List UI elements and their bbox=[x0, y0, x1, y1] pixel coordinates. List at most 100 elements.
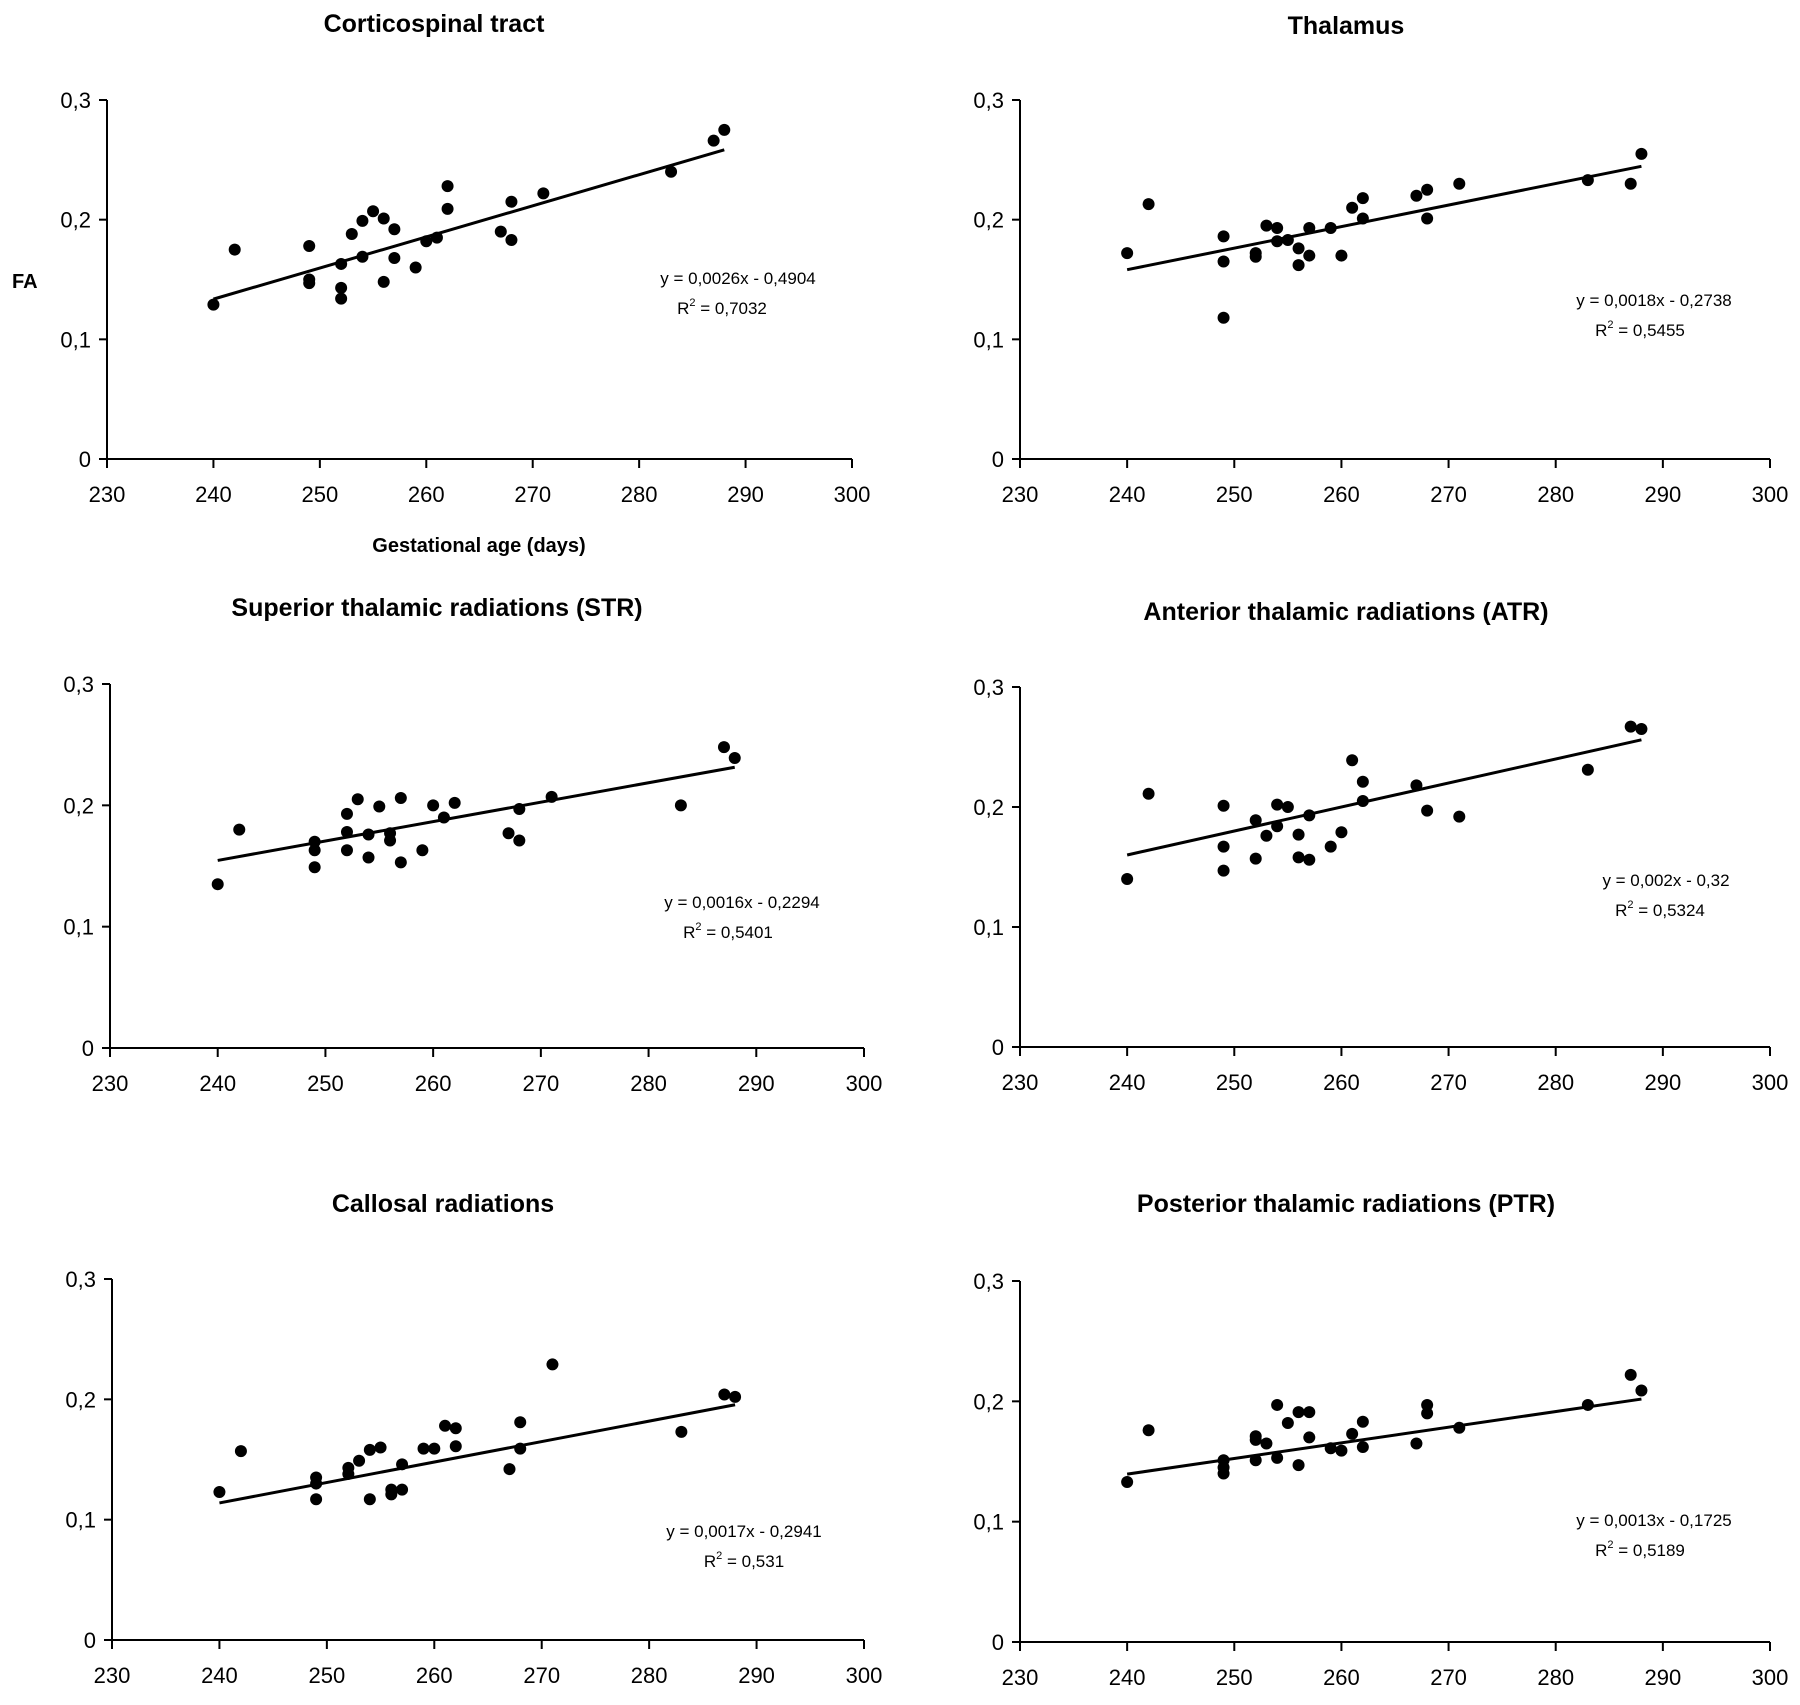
data-point bbox=[1142, 198, 1155, 211]
data-point bbox=[1624, 1368, 1637, 1381]
data-point bbox=[675, 1425, 688, 1438]
y-tick-label: 0 bbox=[82, 1036, 94, 1061]
data-point bbox=[1121, 247, 1134, 260]
data-point bbox=[546, 1358, 559, 1371]
panel-superior-thalamic-radiations: Superior thalamic radiations (STR) 00,10… bbox=[63, 594, 882, 1096]
r-squared-label: R2 = 0,5455 bbox=[1595, 319, 1685, 340]
trendline-equation: y = 0,0013x - 0,1725 bbox=[1576, 1511, 1731, 1530]
data-point bbox=[503, 1463, 516, 1476]
data-point bbox=[211, 878, 224, 891]
data-point bbox=[1217, 311, 1230, 324]
data-point bbox=[303, 239, 316, 252]
x-tick-label: 270 bbox=[1430, 482, 1467, 507]
data-point bbox=[514, 1416, 527, 1429]
data-point bbox=[441, 202, 454, 215]
y-tick-label: 0,2 bbox=[973, 1389, 1004, 1414]
data-point bbox=[1346, 1427, 1359, 1440]
x-tick-label: 240 bbox=[199, 1071, 236, 1096]
data-point bbox=[1324, 222, 1337, 235]
y-tick-label: 0,1 bbox=[63, 915, 94, 940]
chart-title: Anterior thalamic radiations (ATR) bbox=[1143, 598, 1548, 626]
x-tick-label: 250 bbox=[1216, 482, 1253, 507]
data-point bbox=[234, 1445, 247, 1458]
data-point bbox=[1271, 235, 1284, 248]
x-tick-label: 240 bbox=[1109, 482, 1146, 507]
axes: 0 0,1 0,2 0,3 230 240 250 260 270 280 290 300 bbox=[65, 1267, 882, 1688]
data-point bbox=[308, 861, 321, 874]
r-squared-label: R2 = 0,5401 bbox=[683, 921, 773, 942]
marks bbox=[1121, 1368, 1648, 1488]
data-point bbox=[728, 752, 741, 765]
data-point bbox=[1421, 1398, 1434, 1411]
x-tick-label: 270 bbox=[523, 1663, 560, 1688]
data-point bbox=[1217, 1467, 1230, 1480]
data-point bbox=[1303, 249, 1316, 262]
data-point bbox=[1271, 1451, 1284, 1464]
y-tick-label: 0,3 bbox=[973, 88, 1004, 113]
data-point bbox=[428, 1442, 441, 1455]
r-squared-label: R2 = 0,7032 bbox=[677, 297, 767, 318]
marks bbox=[1121, 147, 1648, 324]
x-tick-label: 250 bbox=[1216, 1070, 1253, 1095]
data-point bbox=[1624, 177, 1637, 190]
trendline bbox=[1126, 738, 1642, 857]
data-point bbox=[409, 261, 422, 274]
data-point bbox=[430, 231, 443, 244]
x-tick-label: 280 bbox=[1537, 1665, 1574, 1690]
data-point bbox=[1421, 804, 1434, 817]
data-point bbox=[505, 195, 518, 208]
data-point bbox=[1142, 1424, 1155, 1437]
data-point bbox=[1260, 829, 1273, 842]
axes: 0 0,1 0,2 0,3 230 240 250 260 270 280 290 300 bbox=[63, 672, 882, 1096]
y-tick-label: 0,1 bbox=[60, 327, 91, 352]
data-point bbox=[1303, 809, 1316, 822]
r-squared-exponent: 2 bbox=[689, 297, 695, 309]
data-point bbox=[1421, 1407, 1434, 1420]
x-tick-label: 260 bbox=[415, 1071, 452, 1096]
data-point bbox=[1356, 1415, 1369, 1428]
axes: 0 0,1 0,2 0,3 230 240 250 260 270 280 290 300 bbox=[973, 675, 1788, 1095]
data-point bbox=[1421, 183, 1434, 196]
data-point bbox=[1410, 1437, 1423, 1450]
axes: 0 0,1 0,2 0,3 230 240 250 260 270 280 290 300 bbox=[973, 88, 1788, 507]
data-point bbox=[1217, 864, 1230, 877]
data-point bbox=[1260, 1437, 1273, 1450]
data-point bbox=[1249, 1433, 1262, 1446]
y-tick-label: 0 bbox=[992, 1630, 1004, 1655]
r-squared-label: R2 = 0,531 bbox=[704, 1550, 784, 1571]
data-point bbox=[363, 1443, 376, 1456]
data-point bbox=[362, 828, 375, 841]
x-tick-label: 230 bbox=[1002, 1665, 1039, 1690]
x-tick-label: 230 bbox=[89, 482, 126, 507]
data-point bbox=[1142, 787, 1155, 800]
marks bbox=[213, 1358, 742, 1506]
data-point bbox=[718, 123, 731, 136]
data-point bbox=[437, 811, 450, 824]
data-point bbox=[1453, 177, 1466, 190]
marks bbox=[207, 123, 731, 311]
r-squared-value: = 0,5455 bbox=[1614, 321, 1685, 340]
data-point bbox=[729, 1390, 742, 1403]
data-point bbox=[1356, 192, 1369, 205]
marks bbox=[1121, 720, 1648, 885]
r-squared-symbol: R bbox=[683, 923, 695, 942]
data-point bbox=[335, 281, 348, 294]
data-point bbox=[1121, 873, 1134, 885]
x-tick-label: 260 bbox=[1323, 1665, 1360, 1690]
trendline bbox=[217, 765, 736, 862]
r-squared-symbol: R bbox=[677, 299, 689, 318]
data-point bbox=[394, 856, 407, 869]
x-tick-label: 280 bbox=[621, 482, 658, 507]
data-point bbox=[363, 1493, 376, 1506]
r-squared-value: = 0,5189 bbox=[1614, 1541, 1685, 1560]
data-point bbox=[1271, 820, 1284, 833]
data-point bbox=[718, 1388, 731, 1401]
data-point bbox=[1410, 779, 1423, 792]
panel-corticospinal-tract: Corticospinal tract 0 0,1 0,2 0,3 230 240 250 2… bbox=[12, 10, 870, 557]
data-point bbox=[448, 796, 461, 809]
r-squared-exponent: 2 bbox=[716, 1550, 722, 1562]
x-tick-label: 250 bbox=[308, 1663, 345, 1688]
data-point bbox=[513, 834, 526, 847]
x-tick-label: 270 bbox=[1430, 1070, 1467, 1095]
x-tick-label: 260 bbox=[416, 1663, 453, 1688]
